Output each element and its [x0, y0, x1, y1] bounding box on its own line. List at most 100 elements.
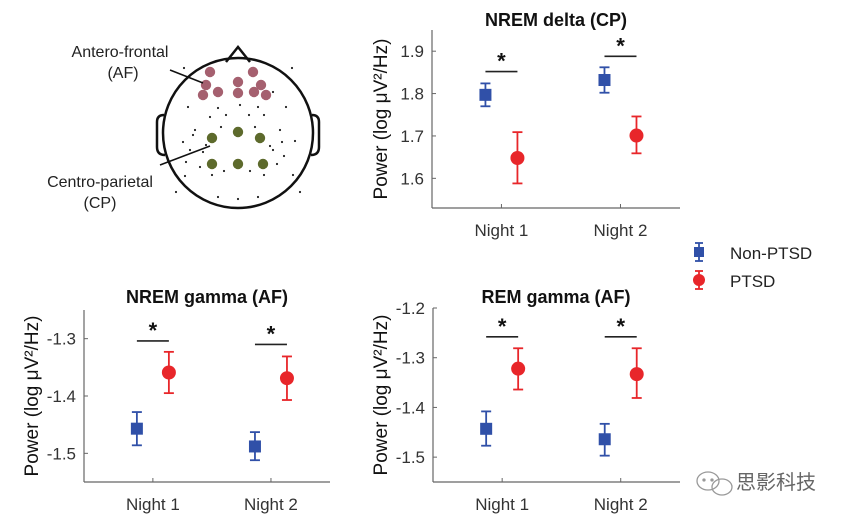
circle-marker: [510, 150, 525, 165]
af-label-line1: Antero-frontal: [72, 44, 169, 61]
electrode-dot: [290, 66, 294, 70]
electrode-dot: [182, 66, 186, 70]
af-electrode: [247, 66, 259, 78]
electrode-dot: [247, 113, 251, 117]
electrode-dot: [208, 115, 212, 119]
electrode-dot: [278, 128, 282, 132]
watermark: 思影科技: [696, 470, 816, 496]
electrode-dot: [183, 174, 187, 178]
non-ptsd-point: [248, 431, 261, 462]
ptsd-point: [161, 350, 176, 395]
legend-label-non-ptsd: Non-PTSD: [730, 244, 812, 263]
non-ptsd-point: [130, 411, 143, 447]
left-ear-shape: [155, 113, 166, 157]
electrode-dot: [275, 162, 279, 166]
electrode-dot: [181, 140, 185, 144]
circle-marker: [279, 371, 294, 386]
square-marker: [598, 433, 611, 446]
ptsd-point: [629, 115, 644, 155]
non-ptsd-point: [598, 422, 611, 457]
electrode-dot: [193, 128, 197, 132]
y-tick-label: -1.5: [47, 444, 76, 463]
y-tick-label: -1.4: [47, 387, 76, 406]
circle-marker: [629, 367, 644, 382]
chart-nrem-delta: NREM delta (CP) Power (log μV²/Hz) 1.6 1.7 1…: [371, 10, 680, 240]
electrode-dot: [256, 195, 260, 199]
electrode-dot: [186, 105, 190, 109]
square-marker: [248, 440, 261, 453]
square-marker: [479, 88, 492, 101]
chart-title: NREM delta (CP): [485, 10, 627, 30]
chart-title: REM gamma (AF): [481, 287, 630, 307]
non-ptsd-point: [598, 66, 611, 94]
significance-star: *: [616, 314, 625, 339]
ptsd-point: [629, 347, 644, 399]
y-tick-label: -1.3: [396, 349, 425, 368]
y-tick-label: 1.8: [400, 85, 424, 104]
electrode-dot: [191, 133, 195, 137]
electrode-dot: [291, 173, 295, 177]
electrode-dot: [298, 190, 302, 194]
electrode-dot: [216, 106, 220, 110]
electrode-dot: [248, 169, 252, 173]
af-electrode: [212, 86, 224, 98]
watermark-text: 思影科技: [736, 470, 816, 494]
significance-star: *: [497, 49, 506, 74]
legend-label-ptsd: PTSD: [730, 272, 775, 291]
circle-marker: [511, 361, 526, 376]
y-tick-label: -1.2: [396, 299, 425, 318]
y-tick-label: 1.7: [400, 127, 424, 146]
af-label-line2: (AF): [107, 65, 138, 82]
electrode-dot: [262, 113, 266, 117]
chart-nrem-gamma: NREM gamma (AF) Power (log μV²/Hz) -1.5 -1.…: [22, 287, 330, 514]
electrode-dot: [184, 160, 188, 164]
cp-electrode: [206, 132, 218, 144]
square-marker: [480, 422, 493, 435]
af-electrode: [232, 76, 244, 88]
y-axis-label: Power (log μV²/Hz): [371, 39, 392, 200]
electrode-dot: [201, 150, 205, 154]
x-tick-label: Night 2: [244, 495, 298, 514]
circle-marker: [161, 365, 176, 380]
wechat-icon: [696, 471, 733, 496]
cp-electrodes: [206, 126, 269, 170]
af-electrodes: [197, 66, 272, 101]
electrode-dot: [293, 139, 297, 143]
x-tick-label: Night 1: [475, 495, 529, 514]
electrode-dot: [236, 197, 240, 201]
electrode-dot: [271, 90, 275, 94]
significance-star: *: [149, 318, 158, 343]
chart-title: NREM gamma (AF): [126, 287, 288, 307]
x-tick-label: Night 1: [126, 495, 180, 514]
cp-pointer-line: [159, 145, 211, 166]
y-tick-label: -1.5: [396, 448, 425, 467]
af-electrode: [200, 79, 212, 91]
x-tick-label: Night 2: [594, 495, 648, 514]
y-axis-label: Power (log μV²/Hz): [22, 316, 43, 477]
af-electrode: [260, 89, 272, 101]
af-electrode: [248, 86, 260, 98]
nose-shape: [225, 44, 251, 63]
af-electrode: [197, 89, 209, 101]
y-axis-label: Power (log μV²/Hz): [371, 315, 392, 476]
cp-electrode: [206, 158, 218, 170]
cp-electrode: [254, 132, 266, 144]
electrode-dot: [224, 113, 228, 117]
electrode-dot: [210, 173, 214, 177]
head-outline: [161, 56, 315, 210]
af-electrode: [232, 87, 244, 99]
electrode-small-dots: [174, 66, 302, 201]
non-ptsd-point: [479, 82, 492, 108]
legend-marker-ptsd: [693, 270, 705, 290]
electrode-dot: [268, 144, 272, 148]
chart-rem-gamma: REM gamma (AF) Power (log μV²/Hz) -1.5 -1.4…: [371, 287, 680, 514]
legend-marker-non-ptsd: [694, 242, 704, 262]
electrode-dot: [188, 148, 192, 152]
cp-electrode: [232, 158, 244, 170]
electrode-dot: [222, 169, 226, 173]
electrode-dot: [238, 103, 242, 107]
af-pointer-line: [169, 69, 204, 84]
square-marker: [598, 74, 611, 87]
electrode-dot: [280, 140, 284, 144]
